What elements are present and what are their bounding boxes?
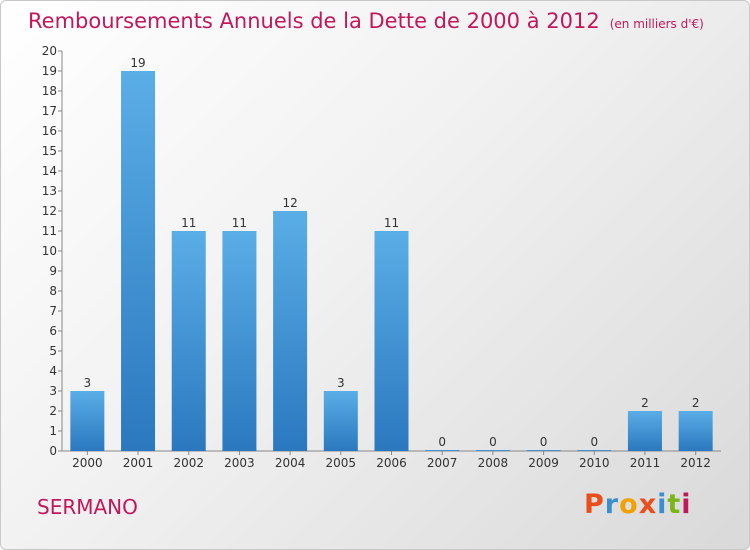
- y-tick-label: 11: [42, 224, 57, 238]
- y-tick-label: 16: [42, 124, 57, 138]
- y-tick-label: 0: [49, 444, 57, 458]
- y-tick-label: 12: [42, 204, 57, 218]
- chart-title-text: Remboursements Annuels de la Dette de 20…: [28, 9, 600, 33]
- y-tick-label: 2: [49, 404, 57, 418]
- bar-value-label: 19: [130, 56, 145, 70]
- x-tick-label: 2002: [173, 456, 204, 470]
- x-tick-label: 2000: [72, 456, 103, 470]
- logo-letter: P: [584, 489, 605, 520]
- chart-unit: (en milliers d'€): [609, 17, 704, 31]
- bar-2002: [171, 231, 206, 451]
- x-tick-label: 2011: [630, 456, 661, 470]
- bar-value-label: 2: [692, 396, 700, 410]
- x-axis: 2000 2001 2002 2003 2004 2005 2006 2007 2008 2009…: [62, 450, 721, 470]
- y-tick-label: 18: [42, 84, 57, 98]
- bar-2009: [526, 450, 561, 451]
- bar-2011: [627, 411, 662, 451]
- y-tick-label: 14: [42, 164, 57, 178]
- logo-letter: t: [667, 489, 682, 520]
- bar-2001: [121, 71, 156, 451]
- logo-letter: i: [657, 489, 668, 520]
- proxiti-logo: Proxiti: [584, 489, 692, 520]
- x-tick-label: 2006: [376, 456, 407, 470]
- commune-name: SERMANO: [37, 495, 138, 519]
- x-tick-label: 2001: [123, 456, 154, 470]
- bar-value-label: 12: [282, 196, 297, 210]
- bar-2012: [678, 411, 713, 451]
- bar-value-label: 11: [232, 216, 247, 230]
- x-tick-label: 2010: [579, 456, 610, 470]
- bar-2010: [577, 450, 612, 451]
- bar-2003: [222, 231, 257, 451]
- bar-value-label: 3: [84, 376, 92, 390]
- bar-value-label: 0: [438, 435, 446, 449]
- y-tick-label: 9: [49, 264, 57, 278]
- bar-2000: [70, 391, 105, 451]
- y-tick-label: 3: [49, 384, 57, 398]
- x-tick-label: 2009: [528, 456, 559, 470]
- x-tick-label: 2004: [275, 456, 306, 470]
- x-tick-label: 2007: [427, 456, 458, 470]
- logo-letter: r: [604, 489, 620, 520]
- x-tick-label: 2012: [680, 456, 711, 470]
- bar-value-label: 0: [590, 435, 598, 449]
- y-tick-label: 1: [49, 424, 57, 438]
- y-tick-label: 19: [42, 64, 57, 78]
- y-tick-label: 7: [49, 304, 57, 318]
- y-tick-label: 8: [49, 284, 57, 298]
- y-tick-label: 15: [42, 144, 57, 158]
- bar-value-label: 3: [337, 376, 345, 390]
- bars: 3 19 11 11 12 3 11 0 0 0 0 2 2: [70, 56, 713, 451]
- logo-letter: x: [638, 489, 658, 520]
- x-tick-label: 2005: [326, 456, 357, 470]
- y-tick-label: 17: [42, 104, 57, 118]
- x-tick-label: 2003: [224, 456, 255, 470]
- bar-2006: [374, 231, 409, 451]
- bar-2004: [273, 211, 308, 451]
- bar-value-label: 0: [540, 435, 548, 449]
- bar-2008: [475, 450, 510, 451]
- y-tick-label: 6: [49, 324, 57, 338]
- bar-value-label: 0: [489, 435, 497, 449]
- bar-2007: [425, 450, 460, 451]
- logo-letter: o: [619, 489, 639, 520]
- bar-value-label: 11: [181, 216, 196, 230]
- y-tick-label: 20: [42, 44, 57, 58]
- y-tick-label: 13: [42, 184, 57, 198]
- y-tick-label: 10: [42, 244, 57, 258]
- chart-title: Remboursements Annuels de la Dette de 20…: [28, 9, 704, 33]
- x-tick-label: 2008: [478, 456, 509, 470]
- logo-letter: i: [681, 489, 692, 520]
- bar-2005: [323, 391, 358, 451]
- y-tick-label: 5: [49, 344, 57, 358]
- y-tick-label: 4: [49, 364, 57, 378]
- bar-value-label: 11: [384, 216, 399, 230]
- bar-value-label: 2: [641, 396, 649, 410]
